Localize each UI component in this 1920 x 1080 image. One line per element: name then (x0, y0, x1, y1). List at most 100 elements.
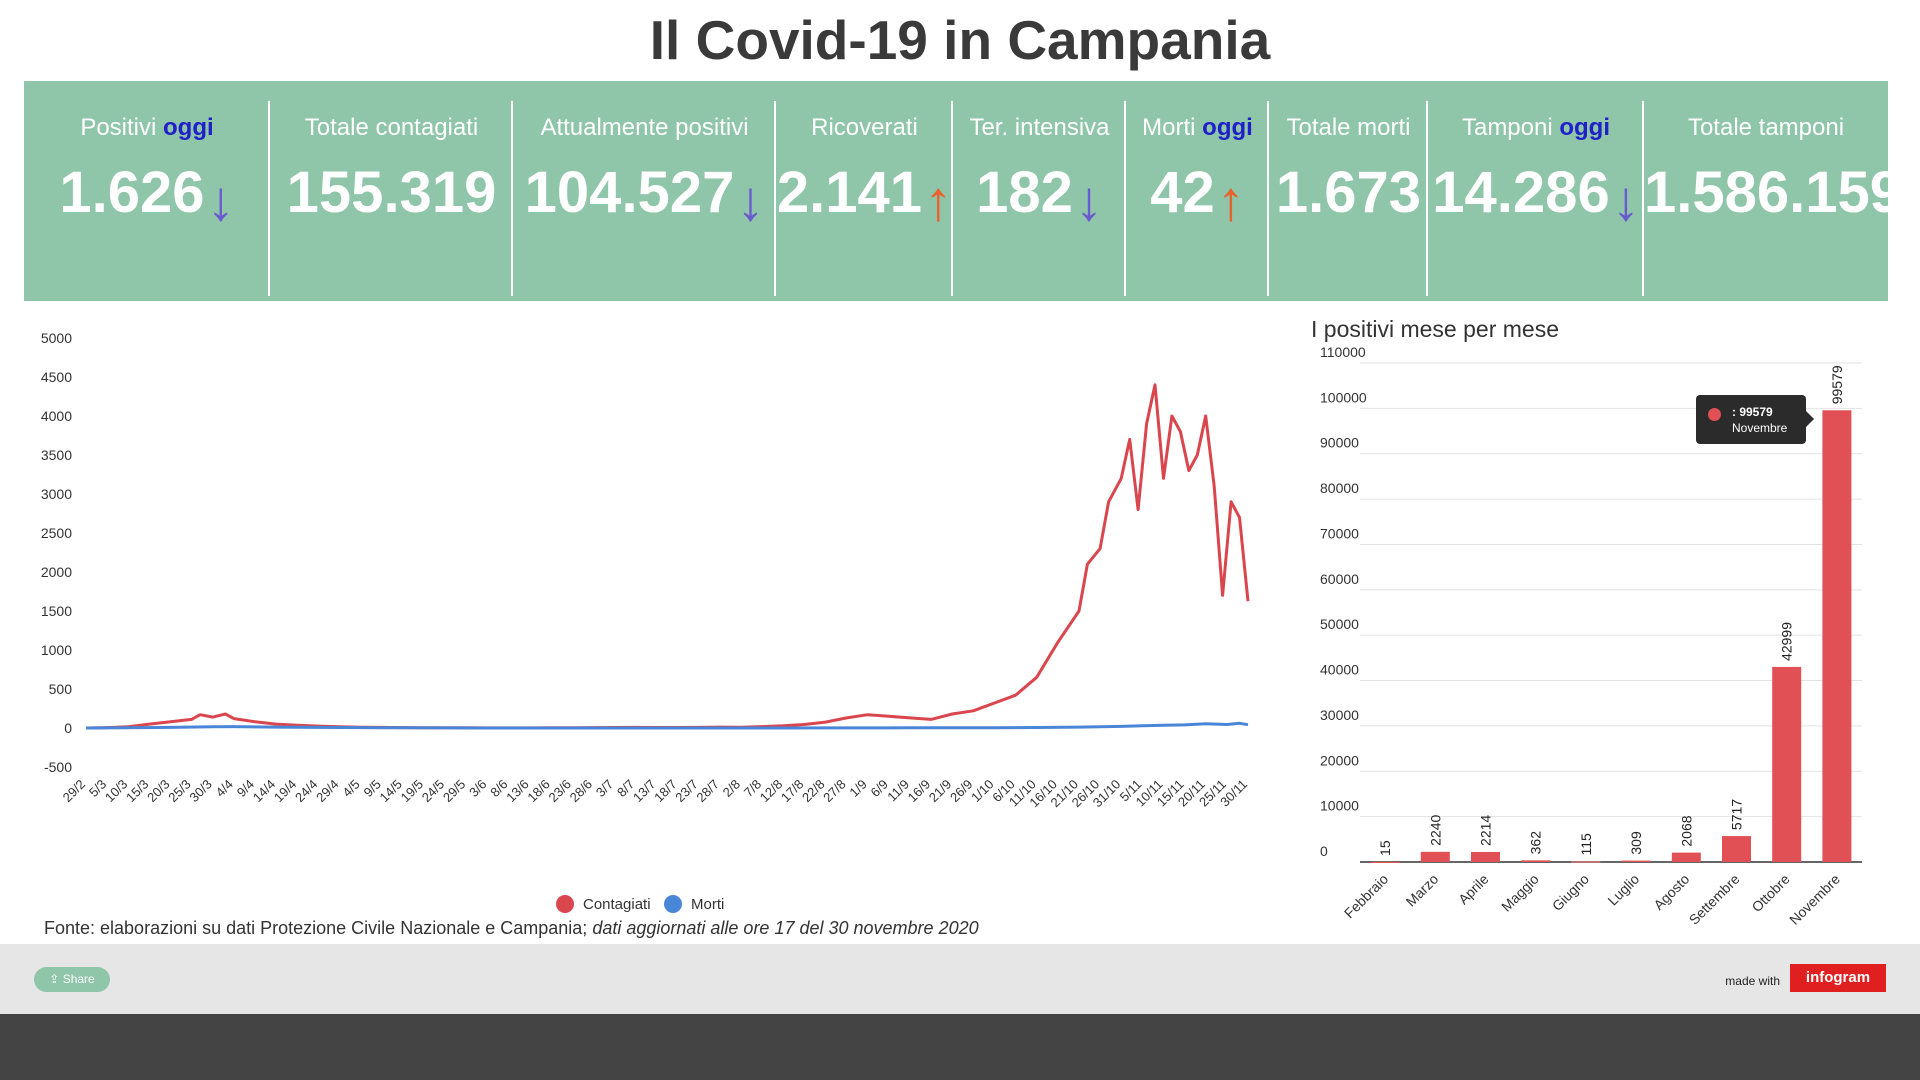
x-tick-label: 4/5 (339, 777, 362, 800)
bar-value-label: 2214 (1478, 815, 1494, 846)
trend-up-arrow-icon: ↑ (924, 169, 953, 232)
bar-chart-title: I positivi mese per mese (1311, 316, 1559, 342)
stat-value: 14.286↓ (1428, 159, 1644, 233)
stat-label: Tamponi oggi (1428, 114, 1644, 142)
y-tick-label: 100000 (1320, 389, 1367, 405)
bottom-band (0, 1014, 1920, 1080)
legend-label-morti: Morti (691, 896, 724, 913)
x-category-label: Maggio (1498, 871, 1542, 915)
stat-7: Tamponi oggi 14.286↓ (1428, 81, 1644, 301)
source-updated: dati aggiornati alle ore 17 del 30 novem… (592, 918, 979, 938)
tooltip-dot-icon (1708, 408, 1721, 421)
y-tick-label: 4000 (41, 408, 72, 424)
bar-value-label: 15 (1377, 840, 1393, 856)
share-icon: ⇪ (49, 972, 60, 986)
trend-down-arrow-icon: ↓ (206, 169, 235, 232)
stat-value: 42↑ (1126, 159, 1269, 233)
y-tick-label: 10000 (1320, 798, 1359, 814)
y-tick-label: 3500 (41, 447, 72, 463)
stat-label-text: Ricoverati (811, 114, 918, 141)
stat-0: Positivi oggi 1.626↓ (24, 81, 270, 301)
x-tick-label: 27/8 (820, 777, 849, 806)
y-tick-label: 4500 (41, 369, 72, 385)
stat-label: Attualmente positivi (513, 114, 776, 142)
bar (1571, 861, 1601, 863)
bar (1370, 861, 1400, 863)
legend-dot-morti (664, 895, 682, 913)
stat-today-label: oggi (156, 114, 214, 141)
trend-down-arrow-icon: ↓ (736, 169, 765, 232)
y-tick-label: 20000 (1320, 752, 1359, 768)
infogram-logo[interactable]: infogram (1790, 964, 1886, 992)
y-tick-label: 90000 (1320, 435, 1359, 451)
stat-label-text: Attualmente positivi (540, 114, 749, 141)
y-tick-label: 1500 (41, 603, 72, 619)
trend-down-arrow-icon: ↓ (1611, 169, 1640, 232)
bar-value-label: 99579 (1829, 365, 1845, 404)
bar (1822, 410, 1852, 862)
x-tick-label: 29/4 (313, 777, 342, 806)
stat-label-text: Totale contagiati (304, 114, 479, 141)
y-tick-label: 50000 (1320, 616, 1359, 632)
x-tick-label: 3/6 (466, 777, 489, 800)
bar-value-label: 362 (1528, 831, 1544, 855)
stat-label: Ter. intensiva (953, 114, 1126, 142)
bar-value-label: 2068 (1678, 815, 1694, 846)
bar-tooltip: : 99579 Novembre (1696, 395, 1814, 444)
x-tick-label: 3/7 (593, 777, 616, 800)
stat-label-text: Morti (1142, 114, 1196, 141)
stat-label-text: Tamponi (1461, 114, 1553, 141)
stat-value-number: 2.141 (776, 160, 923, 225)
bar (1621, 860, 1651, 862)
x-category-label: Agosto (1650, 871, 1692, 913)
monthly-bar-chart: 0 10000 20000 30000 40000 50000 60000 70000 8000… (1320, 344, 1862, 928)
y-tick-label: 2500 (41, 525, 72, 541)
legend-label-contagiati: Contagiati (583, 896, 651, 913)
x-tick-label: 29/5 (440, 777, 469, 806)
stat-label: Totale contagiati (270, 114, 513, 142)
x-tick-label: 28/6 (567, 777, 596, 806)
stat-label: Totale tamponi (1644, 114, 1888, 142)
x-category-label: Novembre (1786, 871, 1843, 928)
y-tick-label: 70000 (1320, 525, 1359, 541)
x-tick-label: 29/2 (60, 777, 89, 806)
stats-bar: Positivi oggi 1.626↓ Totale contagiati 155.… (24, 81, 1902, 301)
stat-value-number: 1.626 (59, 160, 205, 225)
x-category-label: Marzo (1403, 871, 1442, 910)
stat-value-number: 104.527 (524, 160, 735, 225)
share-button[interactable]: ⇪ Share (34, 967, 110, 992)
stat-label: Positivi oggi (24, 114, 270, 142)
stat-value-number: 182 (976, 160, 1073, 225)
stat-3: Ricoverati 2.141↑ (776, 81, 953, 301)
share-label: Share (62, 972, 95, 986)
bar-value-label: 309 (1628, 831, 1644, 855)
stat-label: Morti oggi (1126, 114, 1269, 142)
stat-value: 1.673 (1269, 159, 1428, 226)
trend-up-arrow-icon: ↑ (1216, 169, 1245, 232)
bar (1722, 836, 1751, 862)
y-tick-label: 80000 (1320, 480, 1359, 496)
x-category-label: Settembre (1686, 871, 1743, 928)
bar (1420, 851, 1450, 862)
stat-value: 104.527↓ (513, 159, 776, 233)
x-category-label: Luglio (1604, 871, 1642, 909)
stat-4: Ter. intensiva 182↓ (953, 81, 1126, 301)
x-category-label: Ottobre (1748, 871, 1792, 915)
page-title: Il Covid-19 in Campania (649, 9, 1271, 71)
x-tick-label: 2/8 (720, 777, 743, 800)
y-tick-label: 110000 (1320, 344, 1366, 360)
stat-today-label: oggi (1552, 114, 1611, 141)
stat-label-text: Ter. intensiva (969, 114, 1110, 141)
stat-label: Ricoverati (776, 114, 953, 142)
stat-label-text: Totale tamponi (1687, 114, 1845, 141)
daily-line-chart: -500 0 500 1000 1500 2000 2500 3000 3500 4000 4500… (41, 330, 1250, 913)
stat-value-number: 42 (1150, 160, 1215, 225)
x-tick-label: 28/7 (693, 777, 722, 806)
bar-value-label: 5717 (1729, 799, 1745, 830)
x-category-label: Giugno (1549, 871, 1592, 914)
y-tick-label: 5000 (41, 330, 72, 346)
source-note: Fonte: elaborazioni su dati Protezione C… (44, 918, 979, 939)
stat-2: Attualmente positivi 104.527↓ (513, 81, 776, 301)
stat-label-text: Totale morti (1286, 114, 1411, 141)
stat-1: Totale contagiati 155.319 (270, 81, 513, 301)
